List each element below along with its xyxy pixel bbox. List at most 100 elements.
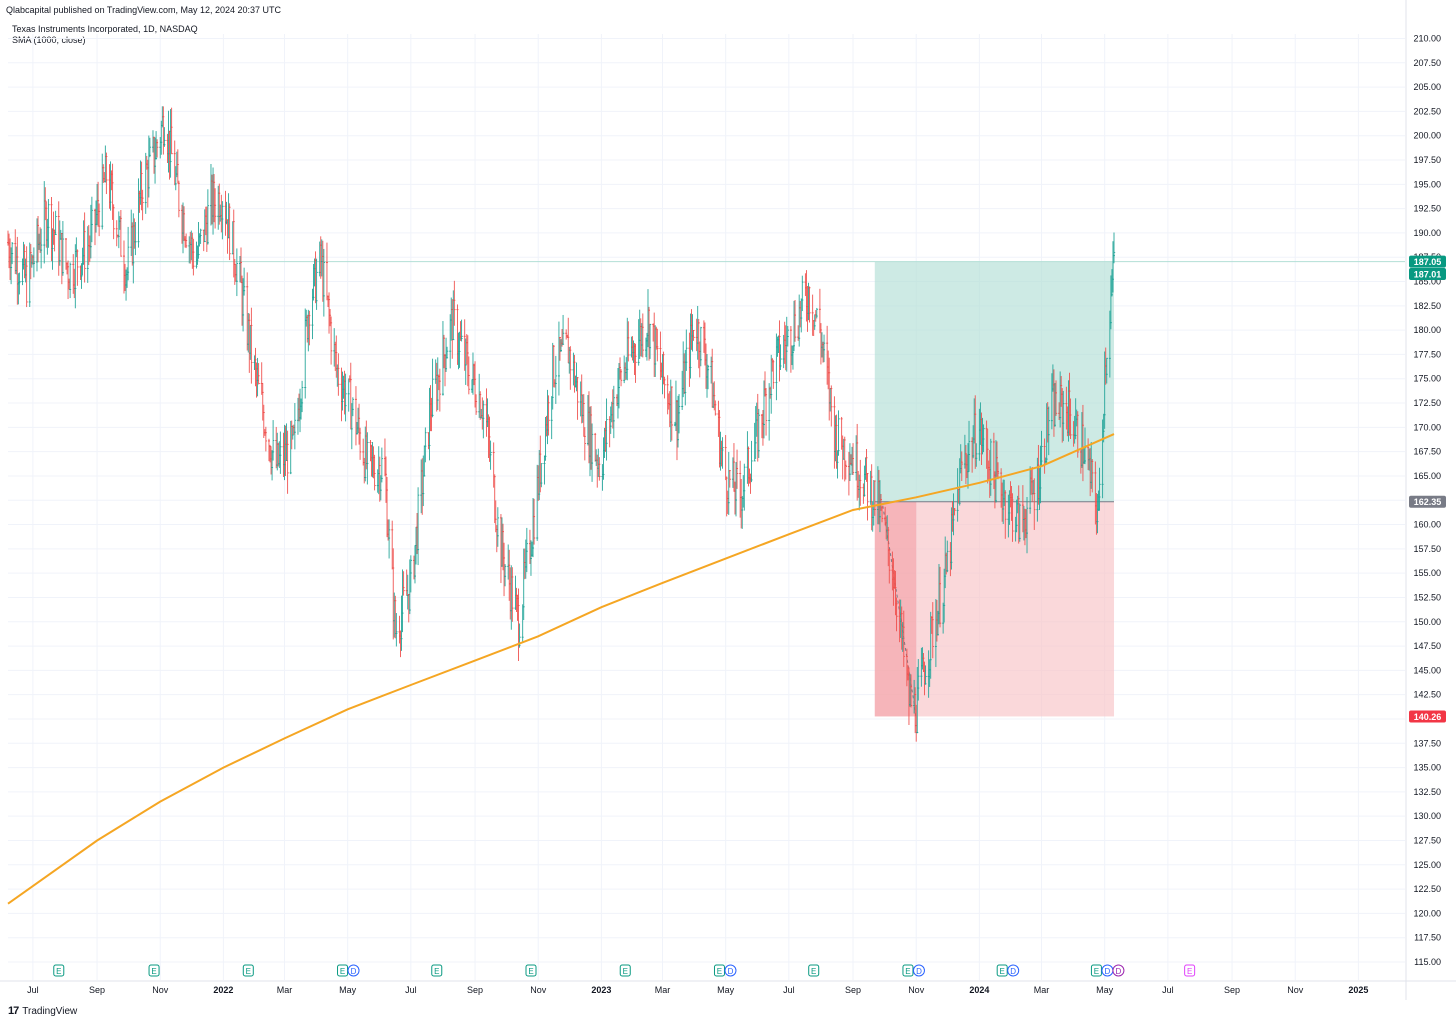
y-tick-label: 147.50 xyxy=(1413,641,1441,651)
earnings-badge[interactable]: E xyxy=(713,964,725,977)
dividend-badge[interactable]: D xyxy=(347,964,360,977)
y-tick-label: 117.50 xyxy=(1414,933,1441,943)
y-tick-label: 115.00 xyxy=(1414,957,1441,967)
badge-letter: E xyxy=(717,967,722,976)
earnings-icon xyxy=(53,964,65,977)
badge-letter: E xyxy=(811,967,816,976)
x-tick-label: Nov xyxy=(908,985,925,995)
price-axis[interactable]: 210.00 207.50 205.00 202.50 200.00 197.50 195.… xyxy=(1405,0,1441,1000)
symbol-title[interactable]: Texas Instruments Incorporated, 1D, NASD… xyxy=(12,24,198,34)
price-labels: 187.05 187.01 162.35 140.26 xyxy=(1409,255,1446,723)
y-tick-label: 182.50 xyxy=(1413,301,1441,311)
y-tick-label: 197.50 xyxy=(1413,155,1441,165)
badge-letter: E xyxy=(1000,967,1005,976)
earnings-badge[interactable]: E xyxy=(619,964,631,977)
y-tick-label: 175.00 xyxy=(1413,374,1441,384)
position-zones[interactable] xyxy=(8,261,1405,717)
x-tick-label: May xyxy=(717,985,735,995)
profit-zone xyxy=(874,261,1115,502)
y-tick-label: 132.50 xyxy=(1413,787,1441,797)
earnings-badge[interactable]: E xyxy=(431,964,443,977)
dividend-badge[interactable]: D xyxy=(1101,964,1114,977)
dividend-badge[interactable]: D xyxy=(1112,964,1125,977)
dividend-badge[interactable]: D xyxy=(724,964,737,977)
earnings-badge[interactable]: E xyxy=(148,964,160,977)
price-label-bg xyxy=(1409,267,1446,280)
y-tick-label: 157.50 xyxy=(1413,544,1441,554)
loss-zone xyxy=(874,501,1115,717)
x-tick-label: 2023 xyxy=(591,985,611,995)
x-tick-label: Jul xyxy=(1162,985,1174,995)
earnings-badge[interactable]: E xyxy=(1090,964,1102,977)
y-tick-label: 200.00 xyxy=(1413,131,1441,141)
dividend-badge[interactable]: D xyxy=(1007,964,1020,977)
y-tick-label: 125.00 xyxy=(1413,860,1441,870)
x-tick-label: Mar xyxy=(655,985,671,995)
earnings-icon xyxy=(619,964,631,977)
x-tick-label: Nov xyxy=(530,985,547,995)
earnings-badge[interactable]: E xyxy=(242,964,254,977)
chart-legend: Texas Instruments Incorporated, 1D, NASD… xyxy=(12,24,198,46)
x-tick-label: 2025 xyxy=(1348,985,1368,995)
dividend-badge[interactable]: D xyxy=(912,964,925,977)
x-tick-label: Mar xyxy=(277,985,293,995)
dividend-icon xyxy=(347,964,360,977)
x-tick-label: Jul xyxy=(405,985,417,995)
earnings-icon xyxy=(242,964,254,977)
earnings-badge[interactable]: E xyxy=(525,964,537,977)
indicator-title[interactable]: SMA (1000, close) xyxy=(12,35,86,45)
y-tick-label: 127.50 xyxy=(1413,835,1441,845)
y-tick-label: 142.50 xyxy=(1413,690,1441,700)
dividend-icon xyxy=(1112,964,1125,977)
y-tick-label: 152.50 xyxy=(1413,592,1441,602)
earnings-icon xyxy=(808,964,820,977)
x-tick-label: Sep xyxy=(845,985,861,995)
badge-letter: E xyxy=(905,967,910,976)
y-tick-label: 160.00 xyxy=(1413,520,1441,530)
earnings-badge[interactable]: E xyxy=(996,964,1008,977)
x-tick-label: Sep xyxy=(467,985,483,995)
badge-letter: E xyxy=(151,967,156,976)
earnings-icon xyxy=(1184,964,1196,977)
y-tick-label: 155.00 xyxy=(1413,568,1441,578)
badge-letter: E xyxy=(246,967,251,976)
earnings-badge[interactable]: E xyxy=(337,964,349,977)
y-tick-label: 185.00 xyxy=(1413,277,1441,287)
y-tick-label: 192.50 xyxy=(1413,204,1441,214)
y-tick-label: 145.00 xyxy=(1413,665,1441,675)
grid-lines xyxy=(8,34,1405,980)
price-label-text: 187.01 xyxy=(1414,269,1442,279)
earnings-badge[interactable]: E xyxy=(53,964,65,977)
publisher-line: Qlabcapital published on TradingView.com… xyxy=(6,5,281,15)
y-tick-label: 205.00 xyxy=(1413,82,1441,92)
time-axis[interactable]: Jul Sep Nov 2022 Mar May Jul Sep Nov 2023 Mar May Ju… xyxy=(0,980,1456,995)
x-tick-label: Sep xyxy=(1224,985,1240,995)
badge-letter: E xyxy=(340,967,345,976)
earnings-badge[interactable]: E xyxy=(808,964,820,977)
badge-letter: D xyxy=(1010,967,1016,976)
y-tick-label: 137.50 xyxy=(1413,738,1441,748)
x-tick-label: Mar xyxy=(1034,985,1050,995)
badge-letter: E xyxy=(623,967,628,976)
earnings-badge[interactable]: E xyxy=(1184,964,1196,977)
sma-line xyxy=(7,433,1115,905)
y-tick-label: 210.00 xyxy=(1413,34,1441,44)
dividend-icon xyxy=(1007,964,1020,977)
y-tick-label: 172.50 xyxy=(1413,398,1441,408)
dividend-icon xyxy=(912,964,925,977)
earnings-badge[interactable]: E xyxy=(902,964,914,977)
y-tick-label: 120.00 xyxy=(1413,908,1441,918)
sma-1000-line xyxy=(7,433,1115,905)
badge-letter: D xyxy=(351,967,357,976)
y-tick-label: 177.50 xyxy=(1413,349,1441,359)
y-tick-label: 165.00 xyxy=(1413,471,1441,481)
price-label-bg xyxy=(1409,255,1446,268)
badge-letter: E xyxy=(56,967,61,976)
candlesticks xyxy=(7,106,1116,742)
x-tick-label: Nov xyxy=(1287,985,1304,995)
x-tick-label: May xyxy=(339,985,357,995)
footer-brand: 17 TradingView xyxy=(8,1005,77,1017)
x-tick-label: Nov xyxy=(152,985,169,995)
